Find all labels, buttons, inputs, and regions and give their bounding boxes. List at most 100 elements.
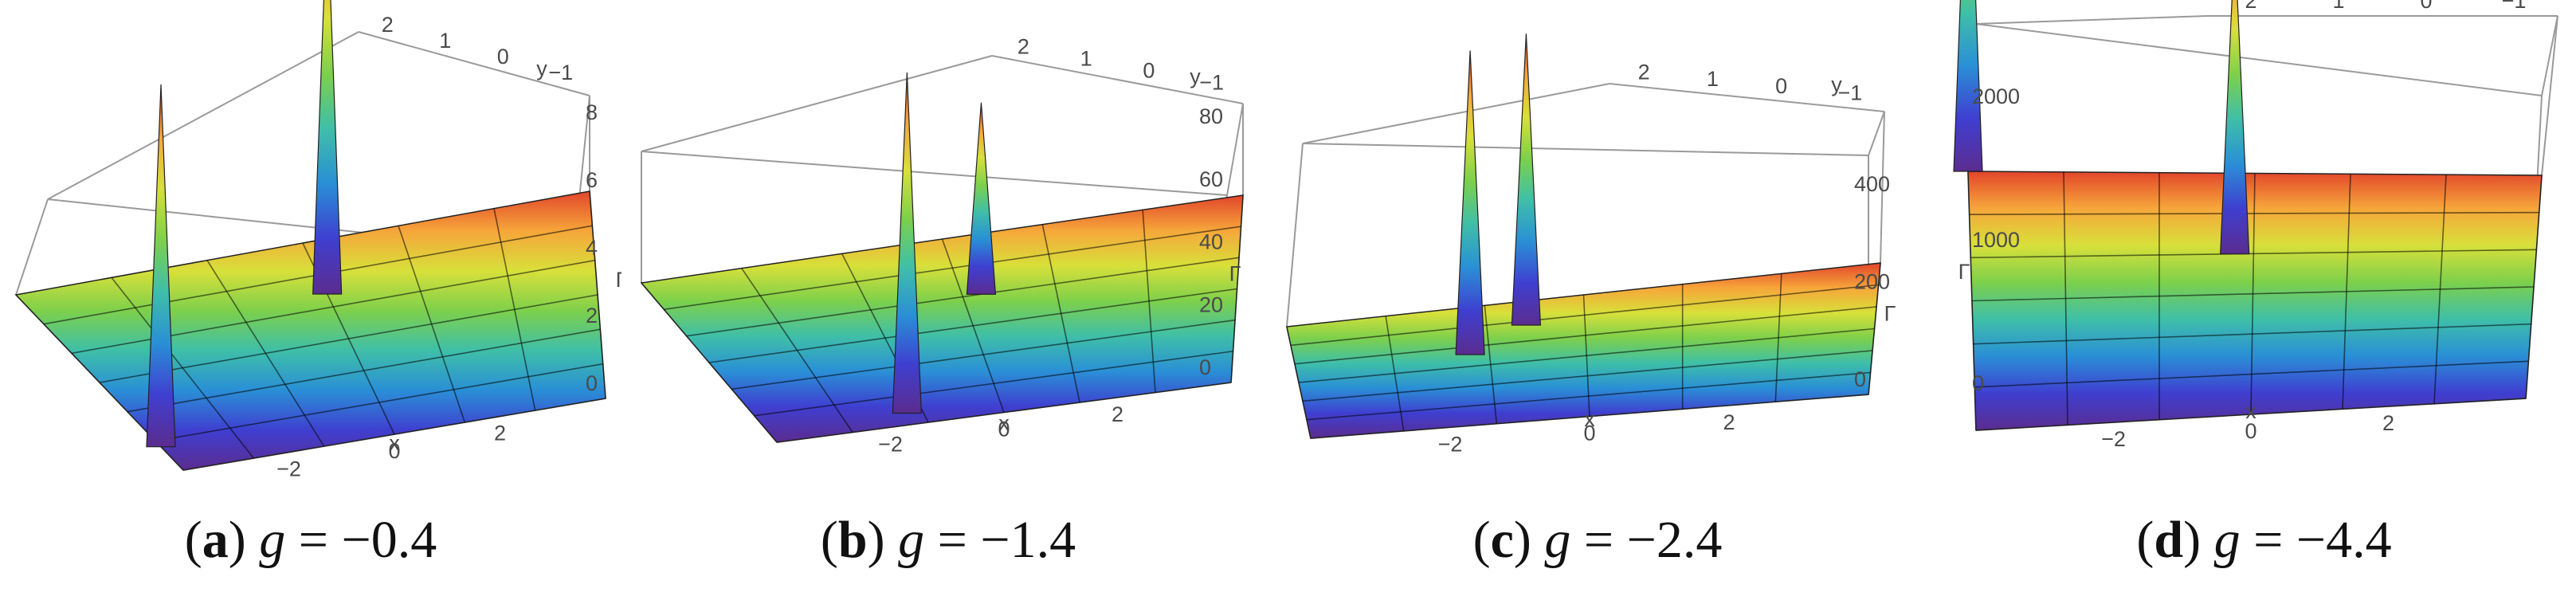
parameter-value: −4.4 [2296,511,2392,569]
box-edge [641,55,993,152]
caption: (c) g = −2.4 [1279,510,1916,571]
caption-label: (c) [1472,511,1545,569]
y-tick-label: −1 [1837,81,1862,105]
x-tick-label: 0 [388,439,400,463]
box-edge [1302,83,1610,144]
surface-mesh [43,208,603,459]
surface-mesh [1969,171,2539,426]
y-tick-label: −1 [548,61,573,84]
y-tick-label: 0 [1775,74,1787,98]
parameter-symbol: g [259,511,286,569]
surface-mesh [1290,273,1879,431]
x-tick-label: −2 [276,457,301,481]
parameter-value: −0.4 [341,511,437,569]
x-axis-label: x [2245,399,2256,423]
peak [966,102,997,295]
y-axis-label: y [1190,65,1201,88]
chart-panel-d: x −2 0 2 y 2 1 0 −1 Γ 0 1000 2000 (d) g = −4.4 [1952,0,2576,608]
z-tick-label: 2 [586,304,598,328]
panel-letter: c [1490,511,1514,569]
y-axis-label: y [536,57,547,80]
x-axis-label: x [389,431,400,455]
peak [2220,0,2250,255]
z-tick-label: 80 [1199,104,1223,128]
box-edge [1286,143,1304,328]
caption-label: (d) [2136,511,2214,569]
box-edge [641,151,1228,196]
panel-letter: d [2154,511,2184,569]
z-axis-label: Γ [1884,302,1896,326]
box-edge [1302,143,1869,156]
y-tick-label: 2 [2245,0,2256,13]
x-tick-label: 0 [2245,419,2256,443]
y-tick-label: 0 [2420,0,2432,13]
box-edge [358,31,590,96]
peak [1953,0,1983,172]
peak [1455,50,1485,355]
peak [892,72,922,414]
y-tick-label: 1 [439,29,451,53]
x-tick-label: 0 [1583,422,1595,445]
box-edge [1868,111,1885,156]
parameter-value: −2.4 [1626,511,1723,569]
box-edge [15,198,49,296]
y-tick-label: 1 [1707,67,1719,91]
caption-equation: g = −1.4 [898,511,1076,569]
chart-panel-c: x −2 0 2 y 2 1 0 −1 Γ 0 200 400 (c) g = −2.4 [1279,0,1916,608]
y-tick-label: 0 [497,45,509,69]
panel-letter: b [837,511,868,569]
surface [14,190,606,471]
y-tick-label: −1 [1199,71,1224,95]
x-axis-label: x [1584,407,1595,431]
caption: (d) g = −4.4 [1952,510,2576,571]
box-edge [1975,23,2543,96]
chart-panel-b: x −2 0 2 y 2 1 0 −1 Γ 0 20 40 60 80 (b) g = −1.4 [637,0,1259,608]
z-tick-label: 60 [1199,167,1223,191]
peak [312,0,343,295]
box-edge [1226,103,1244,196]
box-edge [991,55,1244,104]
surface-plot-c: x −2 0 2 y 2 1 0 −1 Γ 0 200 400 [1286,33,1896,456]
y-tick-label: 1 [2332,0,2344,13]
caption-label: (a) [184,511,260,569]
mesh-line [493,208,536,411]
x-tick-label: −2 [1438,432,1463,456]
z-tick-label: 0 [586,371,598,395]
box-edge [2541,15,2558,96]
caption-equation: g = −0.4 [259,511,437,569]
z-tick-label: 20 [1199,292,1223,316]
parameter-symbol: g [1544,511,1571,569]
x-tick-label: −2 [878,432,903,456]
peak [146,84,176,448]
z-tick-label: 6 [586,168,598,192]
caption-equation: g = −2.4 [1544,511,1723,569]
surface-mesh [664,210,1241,433]
y-tick-label: 2 [1017,35,1029,59]
y-tick-label: 2 [1638,60,1650,84]
mesh-line [1142,210,1156,393]
mesh-line [2433,175,2447,404]
x-tick-label: 0 [998,418,1010,441]
chart-panel-a: x −2 0 2 y 2 1 0 −1 Γ 0 2 4 6 8 (a) g = −0.4 [0,0,621,608]
z-tick-label: 400 [1854,172,1890,196]
x-axis-label: x [998,411,1010,435]
z-axis-label: Γ [616,268,621,292]
y-tick-label: 2 [382,13,394,37]
y-axis-label: y [1831,73,1842,96]
z-tick-label: 0 [1199,355,1211,379]
z-tick-label: 2000 [1972,84,2020,108]
z-tick-label: 0 [1854,367,1866,391]
parameter-value: −1.4 [980,511,1076,569]
z-tick-label: 8 [586,100,598,124]
z-tick-label: 200 [1854,270,1890,294]
y-tick-label: 1 [1080,47,1092,71]
y-tick-label: 0 [1143,59,1155,83]
z-axis-label: Γ [1229,262,1241,286]
surface-plot-a: x −2 0 2 y 2 1 0 −1 Γ 0 2 4 6 8 [14,0,621,481]
z-axis-label: Γ [1958,260,1970,284]
caption-label: (b) [820,511,899,569]
surface-plot-d: x −2 0 2 y 2 1 0 −1 Γ 0 1000 2000 [1953,0,2558,451]
z-tick-label: 4 [586,236,598,260]
z-tick-label: 1000 [1972,228,2020,252]
